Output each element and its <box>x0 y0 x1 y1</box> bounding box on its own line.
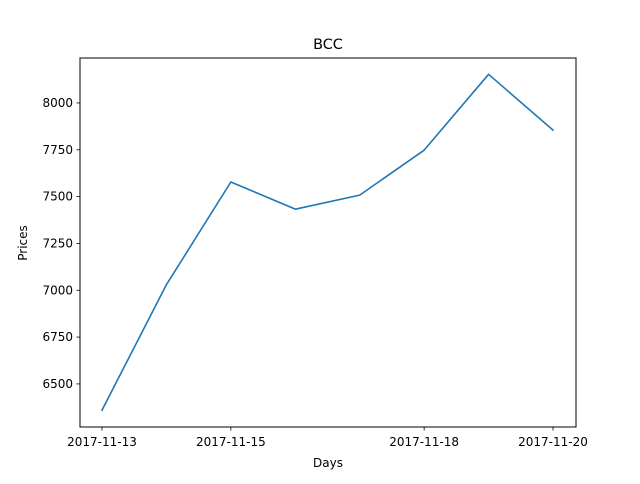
y-tick-label: 7000 <box>42 283 73 297</box>
series-line <box>100 73 555 412</box>
plot-frame <box>79 57 577 428</box>
x-tick-label: 2017-11-20 <box>518 435 588 449</box>
chart-title: BCC <box>313 37 343 53</box>
y-tick-label: 7500 <box>42 190 73 204</box>
y-tick-label: 7250 <box>42 236 73 250</box>
y-tick-label: 8000 <box>42 96 73 110</box>
y-tick-label: 6750 <box>42 330 73 344</box>
y-axis-label: Prices <box>16 225 30 261</box>
y-tick-label: 6500 <box>42 377 73 391</box>
x-tick-label: 2017-11-13 <box>67 435 137 449</box>
x-tick-label: 2017-11-15 <box>196 435 266 449</box>
series-layer <box>100 73 555 412</box>
y-tick-label: 7750 <box>42 143 73 157</box>
axis-ticks: 6500 6750 7000 7250 7500 7750 8000 2017-11-13 20… <box>42 96 587 449</box>
x-axis-label: Days <box>313 456 343 470</box>
x-tick-label: 2017-11-18 <box>389 435 459 449</box>
